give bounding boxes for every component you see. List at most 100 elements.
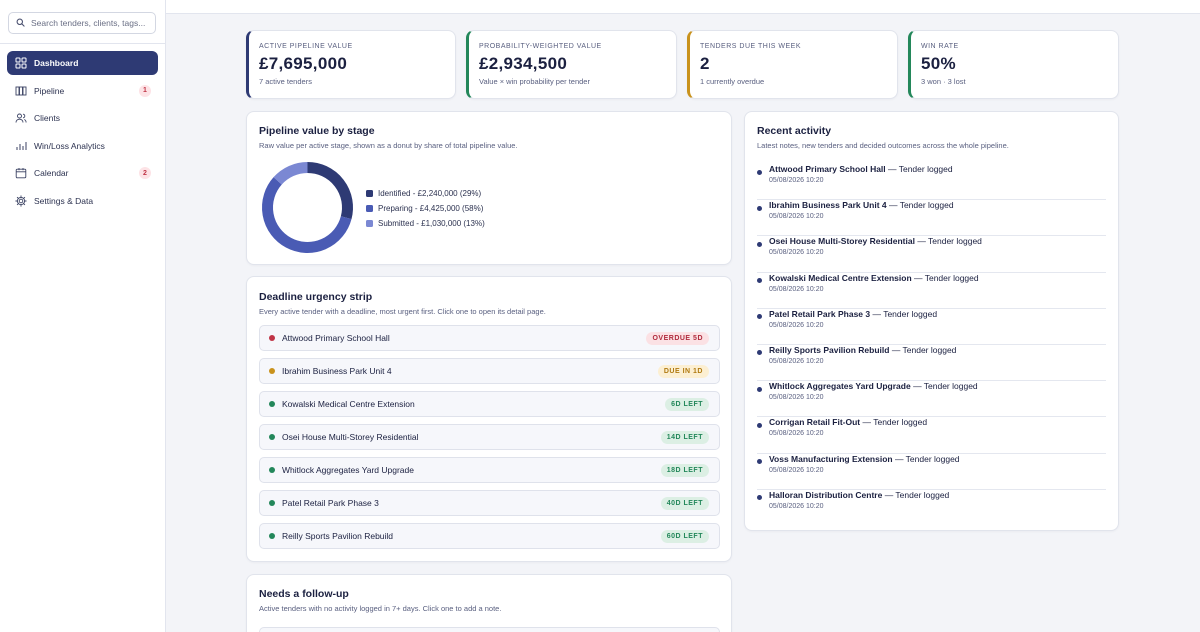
sidebar-item-calendar[interactable]: Calendar 2 [7, 161, 158, 185]
panel-subtitle: Active tenders with no activity logged i… [259, 604, 502, 613]
activity-dot [757, 386, 762, 392]
deadline-row[interactable]: Whitlock Aggregates Yard Upgrade 18D LEF… [259, 457, 720, 483]
search-box[interactable] [8, 12, 156, 34]
chart-legend: Identified - £2,240,000 (29%) Preparing … [366, 186, 485, 231]
donut-slice-preparing [262, 177, 352, 253]
legend-item: Preparing - £4,425,000 (58%) [366, 201, 485, 216]
kpi-label: Tenders due this week [700, 43, 801, 50]
activity-timestamp: 05/08/2026 10:20 [769, 357, 824, 365]
panel-title: Recent activity [757, 125, 832, 137]
sidebar-nav: Dashboard Pipeline 1 Clients Win/Loss An… [7, 51, 158, 216]
activity-item[interactable]: Corrigan Retail Fit-Out — Tender logged 0… [757, 417, 1106, 454]
deadline-row[interactable]: Ibrahim Business Park Unit 4 DUE IN 1D [259, 358, 720, 384]
activity-dot [757, 314, 762, 320]
kpi-value: 50% [921, 54, 956, 73]
activity-item[interactable]: Attwood Primary School Hall — Tender log… [757, 164, 1106, 201]
kpi-label: Probability-weighted value [479, 43, 602, 50]
panel-subtitle: Raw value per active stage, shown as a d… [259, 141, 518, 150]
activity-item[interactable]: Reilly Sports Pavilion Rebuild — Tender … [757, 344, 1106, 382]
activity-timestamp: 05/08/2026 10:20 [769, 502, 824, 510]
tender-name: Patel Retail Park Phase 3 [282, 498, 379, 508]
deadline-urgency-panel: Deadline urgency strip Every active tend… [246, 276, 732, 562]
panel-title: Needs a follow-up [259, 588, 349, 600]
sidebar-item-clients[interactable]: Clients [7, 106, 158, 130]
tender-name: Attwood Primary School Hall [282, 333, 390, 343]
kpi-label: Win rate [921, 43, 959, 50]
legend-label: Submitted - £1,030,000 (13%) [378, 219, 485, 228]
status-pill: 60D LEFT [660, 530, 709, 543]
deadline-list: Attwood Primary School Hall OVERDUE 5D I… [259, 325, 720, 556]
tender-name: Osei House Multi-Storey Residential [282, 432, 419, 442]
deadline-row[interactable]: Patel Retail Park Phase 3 40D LEFT [259, 490, 720, 516]
activity-item[interactable]: Ibrahim Business Park Unit 4 — Tender lo… [757, 200, 1106, 237]
follow-up-row[interactable] [259, 627, 720, 632]
calendar-icon [15, 167, 27, 179]
kpi-subtext: Value × win probability per tender [479, 77, 590, 86]
activity-item[interactable]: Whitlock Aggregates Yard Upgrade — Tende… [757, 381, 1106, 418]
panel-title: Deadline urgency strip [259, 291, 373, 303]
top-bar [166, 0, 1200, 14]
status-dot [269, 500, 275, 506]
activity-item[interactable]: Patel Retail Park Phase 3 — Tender logge… [757, 309, 1106, 345]
activity-tender-name: Kowalski Medical Centre Extension [769, 272, 912, 283]
sidebar-item-label: Win/Loss Analytics [34, 140, 105, 151]
tender-name: Reilly Sports Pavilion Rebuild [282, 531, 394, 541]
status-pill: 14D LEFT [660, 431, 709, 444]
activity-event: — Tender logged [910, 381, 978, 392]
activity-tender-name: Ibrahim Business Park Unit 4 [769, 200, 887, 211]
kpi-probability-weighted-value: Probability-weighted value £2,934,500 Va… [466, 30, 677, 99]
activity-event: — Tender logged [889, 344, 957, 355]
status-pill: 40D LEFT [660, 497, 709, 510]
deadline-row[interactable]: Kowalski Medical Centre Extension 6D LEF… [259, 391, 720, 417]
deadline-row[interactable]: Attwood Primary School Hall OVERDUE 5D [259, 325, 720, 351]
sidebar-item-label: Pipeline [34, 85, 65, 96]
activity-event: — Tender logged [914, 236, 982, 247]
activity-tender-name: Whitlock Aggregates Yard Upgrade [769, 381, 911, 392]
activity-timestamp: 05/08/2026 10:20 [769, 177, 824, 184]
activity-event: — Tender logged [885, 164, 953, 174]
pipeline-by-stage-panel: Pipeline value by stage Raw value per ac… [246, 111, 732, 265]
activity-event: — Tender logged [886, 200, 954, 211]
legend-swatch [366, 190, 373, 197]
pipeline-columns-icon [15, 85, 27, 97]
sidebar-item-pipeline[interactable]: Pipeline 1 [7, 79, 158, 103]
pipeline-count-badge: 1 [139, 84, 151, 97]
status-dot [269, 434, 275, 440]
search-input[interactable] [31, 18, 151, 28]
legend-label: Identified - £2,240,000 (29%) [378, 189, 482, 198]
activity-tender-name: Osei House Multi-Storey Residential [769, 236, 915, 247]
activity-timestamp: 05/08/2026 10:20 [769, 466, 824, 474]
sidebar-item-settings[interactable]: Settings & Data [7, 189, 158, 213]
activity-dot [757, 350, 762, 356]
activity-dot [757, 278, 762, 284]
kpi-subtext: 7 active tenders [259, 77, 312, 86]
kpi-subtext: 3 won · 3 lost [921, 77, 966, 86]
kpi-win-rate: Win rate 50% 3 won · 3 lost [908, 30, 1119, 99]
activity-item[interactable]: Halloran Distribution Centre — Tender lo… [757, 490, 1106, 526]
activity-dot [757, 241, 762, 247]
deadline-row[interactable]: Reilly Sports Pavilion Rebuild 60D LEFT [259, 523, 720, 549]
follow-up-panel: Needs a follow-up Active tenders with no… [246, 574, 732, 632]
activity-timestamp: 05/08/2026 10:20 [769, 321, 824, 329]
sidebar-item-win-loss-analytics[interactable]: Win/Loss Analytics [7, 134, 158, 158]
search-icon [16, 18, 25, 29]
activity-dot [757, 495, 762, 501]
activity-item[interactable]: Voss Manufacturing Extension — Tender lo… [757, 454, 1106, 490]
sidebar-item-label: Calendar [34, 168, 69, 178]
activity-item[interactable]: Kowalski Medical Centre Extension — Tend… [757, 273, 1106, 309]
sidebar: Dashboard Pipeline 1 Clients Win/Loss An… [0, 0, 166, 632]
activity-tender-name: Voss Manufacturing Extension [769, 453, 893, 464]
tender-name: Ibrahim Business Park Unit 4 [282, 366, 392, 376]
donut-chart [260, 160, 355, 255]
calendar-count-badge: 2 [139, 167, 151, 179]
kpi-subtext: 1 currently overdue [700, 77, 765, 86]
deadline-row[interactable]: Osei House Multi-Storey Residential 14D … [259, 424, 720, 450]
sidebar-item-dashboard[interactable]: Dashboard [7, 51, 158, 75]
activity-tender-name: Attwood Primary School Hall [769, 164, 886, 174]
activity-timestamp: 05/08/2026 10:20 [769, 213, 824, 221]
donut-svg [262, 162, 353, 253]
tender-name: Kowalski Medical Centre Extension [282, 399, 415, 409]
activity-timestamp: 05/08/2026 10:20 [769, 285, 824, 293]
legend-label: Preparing - £4,425,000 (58%) [378, 204, 484, 213]
activity-item[interactable]: Osei House Multi-Storey Residential — Te… [757, 236, 1106, 273]
